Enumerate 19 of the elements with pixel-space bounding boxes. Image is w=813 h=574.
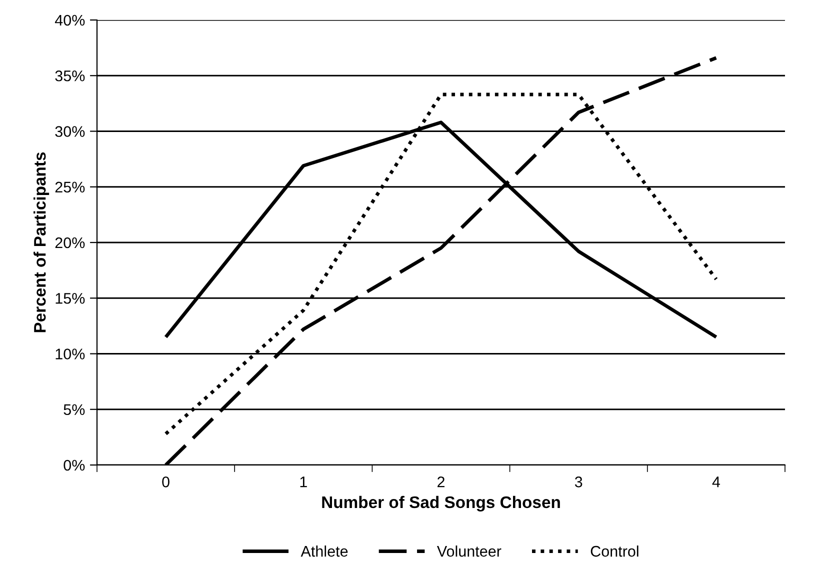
y-tick-label: 15% [56,293,85,304]
y-axis-title: Percent of Participants [34,152,50,332]
y-tick-label: 25% [55,182,85,193]
y-tick-label: 35% [55,70,85,82]
y-tick-label: 40% [54,14,85,26]
y-tick-label: 30% [55,126,85,137]
legend-label: Control [590,546,638,557]
y-tick-label: 20% [55,237,85,248]
x-tick-label: 3 [574,476,582,488]
x-tick-label: 4 [712,476,720,488]
legend-label: Athlete [300,546,348,557]
legend-label: Volunteer [436,546,502,557]
y-tick-label: 0% [64,460,85,471]
y-tick-label: 10% [56,348,85,360]
x-tick-label: 0 [162,476,170,488]
x-tick-label: 1 [300,476,307,488]
x-axis-title: Number of Sad Songs Chosen [322,496,560,512]
y-tick-label: 5% [64,404,85,416]
x-tick-label: 2 [438,476,444,488]
